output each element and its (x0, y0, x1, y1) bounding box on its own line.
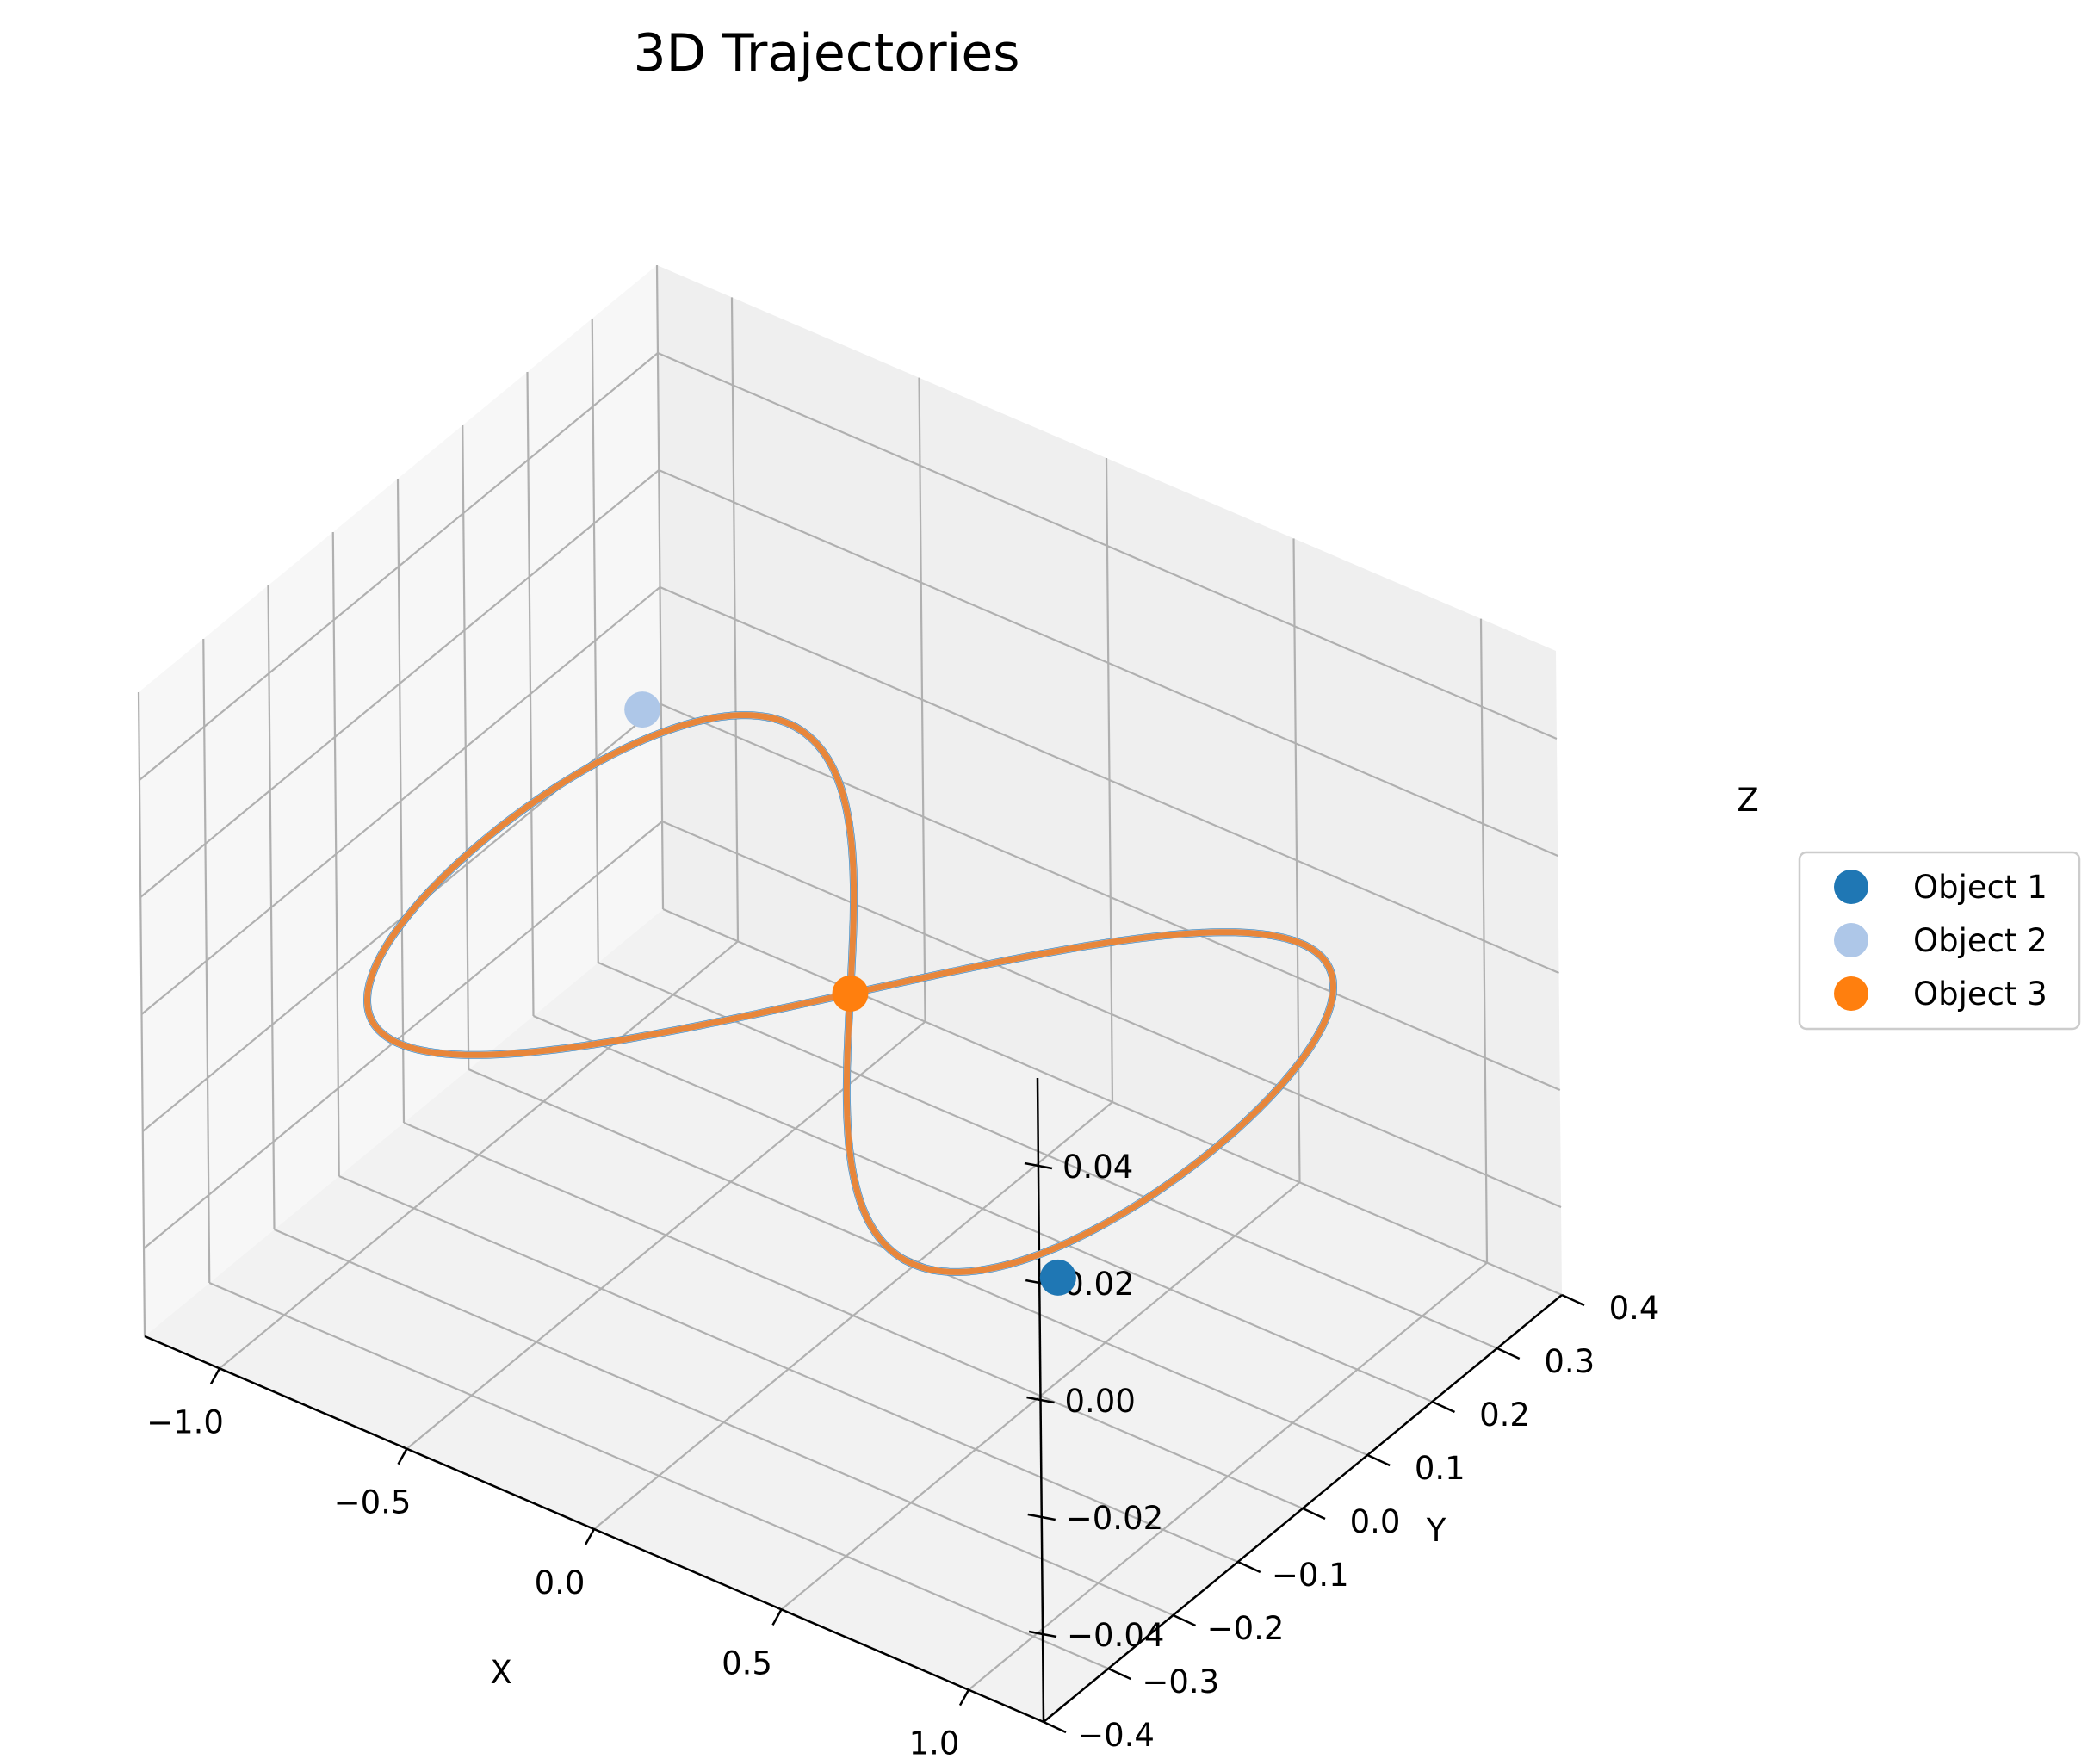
object-1-marker (1039, 1259, 1076, 1296)
x-tick-mark (958, 1689, 970, 1706)
grid-y-floor (208, 1281, 1109, 1670)
y-tick-mark (1302, 1507, 1326, 1521)
y-tick-label: 0.1 (1415, 1450, 1465, 1487)
legend-label: Object 3 (1913, 976, 2047, 1013)
y-tick-mark (1172, 1613, 1197, 1627)
z-tick-label: −0.02 (1066, 1500, 1163, 1537)
object-2-marker (624, 691, 661, 728)
z-tick-mark (1024, 1161, 1053, 1170)
z-axis-label: Z (1737, 782, 1758, 819)
x-tick-label: 1.0 (909, 1725, 960, 1759)
grid-z-left (143, 821, 663, 1249)
x-tick-mark (209, 1367, 221, 1384)
y-tick-mark (1431, 1400, 1456, 1414)
grid-z-back (660, 703, 1561, 1092)
chart-title: 3D Trajectories (633, 23, 1019, 84)
y-tick-label: −0.4 (1077, 1717, 1155, 1754)
grid-z-left (139, 469, 660, 898)
y-tick-mark (1237, 1560, 1261, 1574)
grid-y-floor (533, 1014, 1433, 1403)
legend-marker (1834, 976, 1868, 1011)
grid-y-floor (338, 1174, 1239, 1564)
y-tick-mark (1043, 1720, 1067, 1734)
y-axis-label: Y (1426, 1512, 1446, 1549)
x-tick-mark (771, 1608, 783, 1626)
z-tick-mark (1027, 1513, 1056, 1521)
legend-label: Object 2 (1913, 922, 2047, 959)
grid-z-back (660, 585, 1559, 975)
y-tick-label: −0.3 (1142, 1663, 1219, 1700)
y-tick-label: 0.3 (1544, 1343, 1595, 1380)
z-tick-mark (1026, 1396, 1055, 1404)
y-tick-mark (1496, 1347, 1521, 1360)
z-tick-label: 0.04 (1062, 1149, 1133, 1186)
legend-box (1798, 851, 2081, 1031)
y-tick-mark (1107, 1667, 1131, 1681)
object-markers (624, 691, 1076, 1296)
legend-marker (1834, 923, 1868, 957)
tick-labels: −1.0−0.50.00.51.0 −0.4−0.3−0.2−0.10.00.10… (146, 1149, 1659, 1759)
grid-z-back (661, 820, 1562, 1209)
x-axis-label: X (490, 1654, 511, 1691)
y-tick-label: −0.2 (1207, 1610, 1285, 1647)
x-tick-mark (397, 1448, 408, 1465)
object-3-marker (832, 976, 869, 1012)
y-tick-label: 0.0 (1350, 1503, 1401, 1540)
x-tick-label: 0.5 (722, 1644, 772, 1682)
grid-y-floor (403, 1121, 1304, 1510)
x-tick-label: 0.0 (535, 1564, 585, 1601)
x-tick-mark (584, 1528, 596, 1545)
grid-y-floor (662, 907, 1563, 1297)
legend-label: Object 1 (1913, 869, 2047, 906)
z-tick-label: −0.04 (1067, 1617, 1164, 1654)
grid-z-back (658, 468, 1558, 858)
grid-z-back (657, 351, 1558, 740)
y-tick-label: 0.4 (1609, 1290, 1660, 1327)
y-tick-label: −0.1 (1272, 1557, 1349, 1594)
grid-y-floor (598, 961, 1498, 1350)
z-tick-mark (1028, 1630, 1057, 1638)
grid-z-left (139, 352, 659, 781)
y-tick-mark (1366, 1453, 1391, 1467)
z-tick-label: 0.02 (1063, 1266, 1134, 1303)
grid-z-left (140, 586, 661, 1015)
x-tick-label: −1.0 (146, 1403, 224, 1440)
grid-y-floor (274, 1228, 1174, 1617)
z-tick-label: 0.00 (1065, 1383, 1136, 1420)
y-tick-label: 0.2 (1479, 1397, 1530, 1434)
y-tick-mark (1561, 1293, 1585, 1307)
legend: Object 1 Object 2 Object 3 (1798, 851, 2081, 1031)
x-tick-label: −0.5 (334, 1484, 412, 1521)
legend-marker (1834, 870, 1868, 904)
